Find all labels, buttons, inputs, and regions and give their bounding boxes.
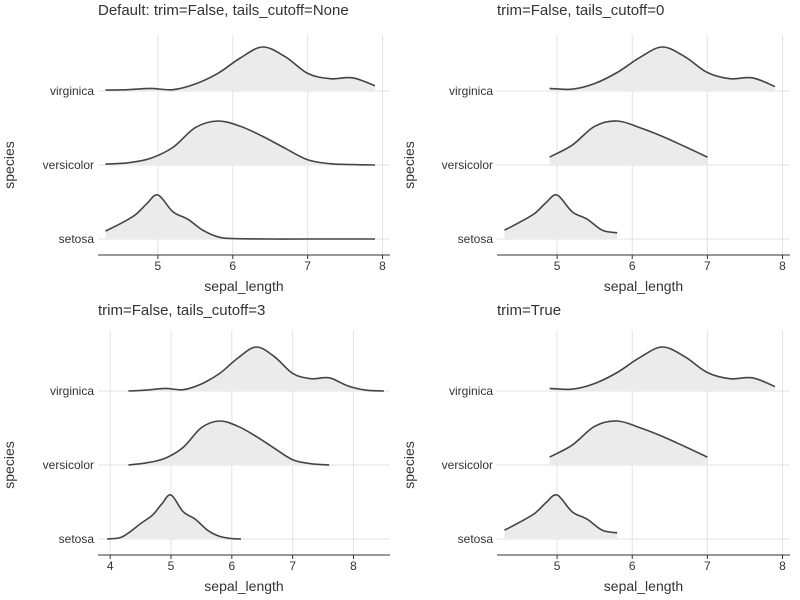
density-line-setosa <box>106 494 242 540</box>
category-label-versicolor: versicolor <box>442 158 493 172</box>
density-fill-virginica <box>105 46 375 91</box>
density-line-versicolor <box>549 120 708 158</box>
category-label-setosa: setosa <box>59 532 95 546</box>
category-label-setosa: setosa <box>458 532 494 546</box>
category-label-versicolor: versicolor <box>43 458 94 472</box>
density-line-virginica <box>128 346 384 392</box>
x-tick-label: 6 <box>229 259 236 273</box>
category-label-virginica: virginica <box>50 384 94 398</box>
panel-title: trim=True <box>497 302 561 319</box>
density-line-versicolor <box>549 420 708 458</box>
density-fill-setosa <box>504 194 618 239</box>
x-tick-label: 6 <box>629 559 636 573</box>
panel-title: trim=False, tails_cutoff=0 <box>497 2 664 19</box>
density-fill-virginica <box>549 346 775 391</box>
density-line-setosa <box>105 194 375 240</box>
y-axis-label: species <box>1 441 17 488</box>
density-line-virginica <box>105 46 376 91</box>
category-label-virginica: virginica <box>449 384 493 398</box>
density-fill-setosa <box>107 494 241 539</box>
x-axis-label: sepal_length <box>604 578 683 594</box>
x-tick-label: 6 <box>228 559 235 573</box>
x-tick-label: 7 <box>704 559 711 573</box>
density-line-setosa <box>504 193 618 234</box>
density-line-virginica <box>549 46 776 91</box>
category-label-virginica: virginica <box>50 84 94 98</box>
x-tick-label: 8 <box>779 259 786 273</box>
x-tick-label: 5 <box>554 559 561 573</box>
x-tick-label: 5 <box>168 559 175 573</box>
panel-title: Default: trim=False, tails_cutoff=None <box>98 2 349 19</box>
category-label-virginica: virginica <box>449 84 493 98</box>
panel-title: trim=False, tails_cutoff=3 <box>98 302 265 319</box>
category-label-versicolor: versicolor <box>43 158 94 172</box>
density-line-versicolor <box>105 120 376 166</box>
panel-3: 4 5 6 7 8 virginica versicolor setosa trim=False… <box>1 302 390 594</box>
density-fill-virginica <box>549 46 775 91</box>
x-tick-label: 5 <box>554 259 561 273</box>
x-axis-label: sepal_length <box>204 278 283 294</box>
density-fill-virginica <box>128 346 384 391</box>
density-line-virginica <box>549 346 776 391</box>
x-tick-label: 7 <box>304 259 311 273</box>
x-axis-label: sepal_length <box>604 278 683 294</box>
x-tick-label: 7 <box>704 259 711 273</box>
category-label-setosa: setosa <box>458 232 494 246</box>
category-label-setosa: setosa <box>59 232 95 246</box>
x-tick-label: 8 <box>779 559 786 573</box>
x-tick-label: 8 <box>350 559 357 573</box>
x-tick-label: 8 <box>379 259 386 273</box>
density-fill-versicolor <box>549 120 708 165</box>
density-line-versicolor <box>128 420 330 466</box>
density-fill-versicolor <box>128 420 330 465</box>
panel-2: 5 6 7 8 virginica versicolor setosa trim=False,… <box>401 2 790 294</box>
density-line-setosa <box>504 493 618 534</box>
density-fill-setosa <box>504 494 618 539</box>
density-fill-setosa <box>105 194 375 240</box>
y-axis-label: species <box>1 141 17 188</box>
density-fill-versicolor <box>549 420 708 465</box>
x-tick-label: 7 <box>289 559 296 573</box>
x-axis-label: sepal_length <box>204 578 283 594</box>
panel-1: 5 6 7 8 virginica versicolor setosa Default: tr… <box>1 2 390 294</box>
panel-4: 5 6 7 8 virginica versicolor setosa trim=True se… <box>401 302 790 594</box>
x-tick-label: 6 <box>629 259 636 273</box>
y-axis-label: species <box>401 141 417 188</box>
x-tick-label: 4 <box>107 559 114 573</box>
category-label-versicolor: versicolor <box>442 458 493 472</box>
density-fill-versicolor <box>105 120 375 165</box>
y-axis-label: species <box>401 441 417 488</box>
x-tick-label: 5 <box>155 259 162 273</box>
